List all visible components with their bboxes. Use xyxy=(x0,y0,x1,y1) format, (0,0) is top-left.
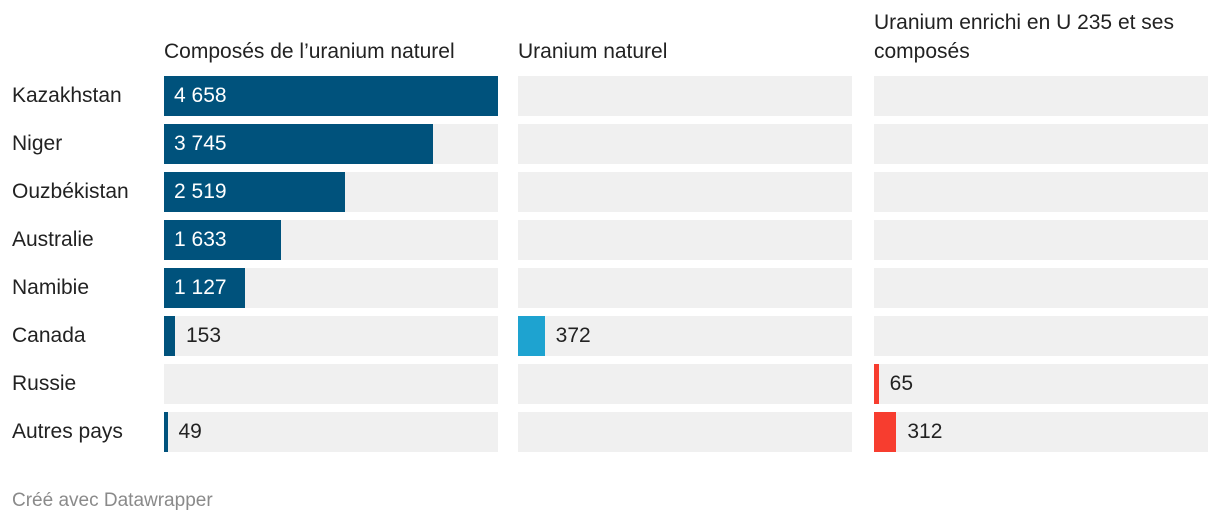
bar-background xyxy=(518,412,852,452)
bar-background xyxy=(874,124,1208,164)
value-label: 372 xyxy=(555,324,591,347)
value-label: 49 xyxy=(178,420,202,443)
value-label: 65 xyxy=(889,372,914,395)
bar xyxy=(518,316,545,356)
category-label: Australie xyxy=(12,228,94,251)
bar-background xyxy=(164,364,498,404)
category-label: Canada xyxy=(12,324,86,347)
bar-background xyxy=(164,316,498,356)
category-label: Autres pays xyxy=(12,420,123,443)
bar-background xyxy=(518,172,852,212)
bar-background xyxy=(518,316,852,356)
value-label: 1 633 xyxy=(174,228,227,251)
bar-background xyxy=(874,316,1208,356)
bar xyxy=(164,316,175,356)
panel-title: Uranium naturel xyxy=(518,40,668,63)
bar-background xyxy=(874,76,1208,116)
bar xyxy=(164,172,345,212)
bar-background xyxy=(874,268,1208,308)
credit: Créé avec Datawrapper xyxy=(12,490,213,511)
panel-title: Uranium enrichi en U 235 et ses composés xyxy=(874,11,1174,63)
bar xyxy=(164,124,433,164)
bar-background xyxy=(518,76,852,116)
value-label: 153 xyxy=(185,324,222,347)
category-label: Niger xyxy=(12,132,63,155)
value-label: 4 658 xyxy=(174,84,227,107)
bar xyxy=(164,412,168,452)
category-label: Kazakhstan xyxy=(12,84,122,107)
panel-title: Composés de l’uranium naturel xyxy=(164,40,455,63)
bar-background xyxy=(518,364,852,404)
bar xyxy=(164,76,498,116)
value-label: 1 127 xyxy=(174,276,227,299)
category-label: Russie xyxy=(12,372,77,395)
category-label: Namibie xyxy=(12,276,90,299)
bar-background xyxy=(518,220,852,260)
bar xyxy=(874,364,879,404)
bar xyxy=(164,268,245,308)
value-label: 2 519 xyxy=(174,180,227,203)
bar-background xyxy=(874,172,1208,212)
value-label: 312 xyxy=(907,420,943,443)
bar-background xyxy=(518,268,852,308)
bar xyxy=(164,220,282,260)
category-label: Ouzbékistan xyxy=(12,180,129,203)
bar-background xyxy=(874,364,1208,404)
bar-background xyxy=(874,412,1208,452)
bar-background xyxy=(164,412,498,452)
bar xyxy=(874,412,897,452)
bar-background xyxy=(518,124,852,164)
value-label: 3 745 xyxy=(174,132,227,155)
bar-background xyxy=(874,220,1208,260)
